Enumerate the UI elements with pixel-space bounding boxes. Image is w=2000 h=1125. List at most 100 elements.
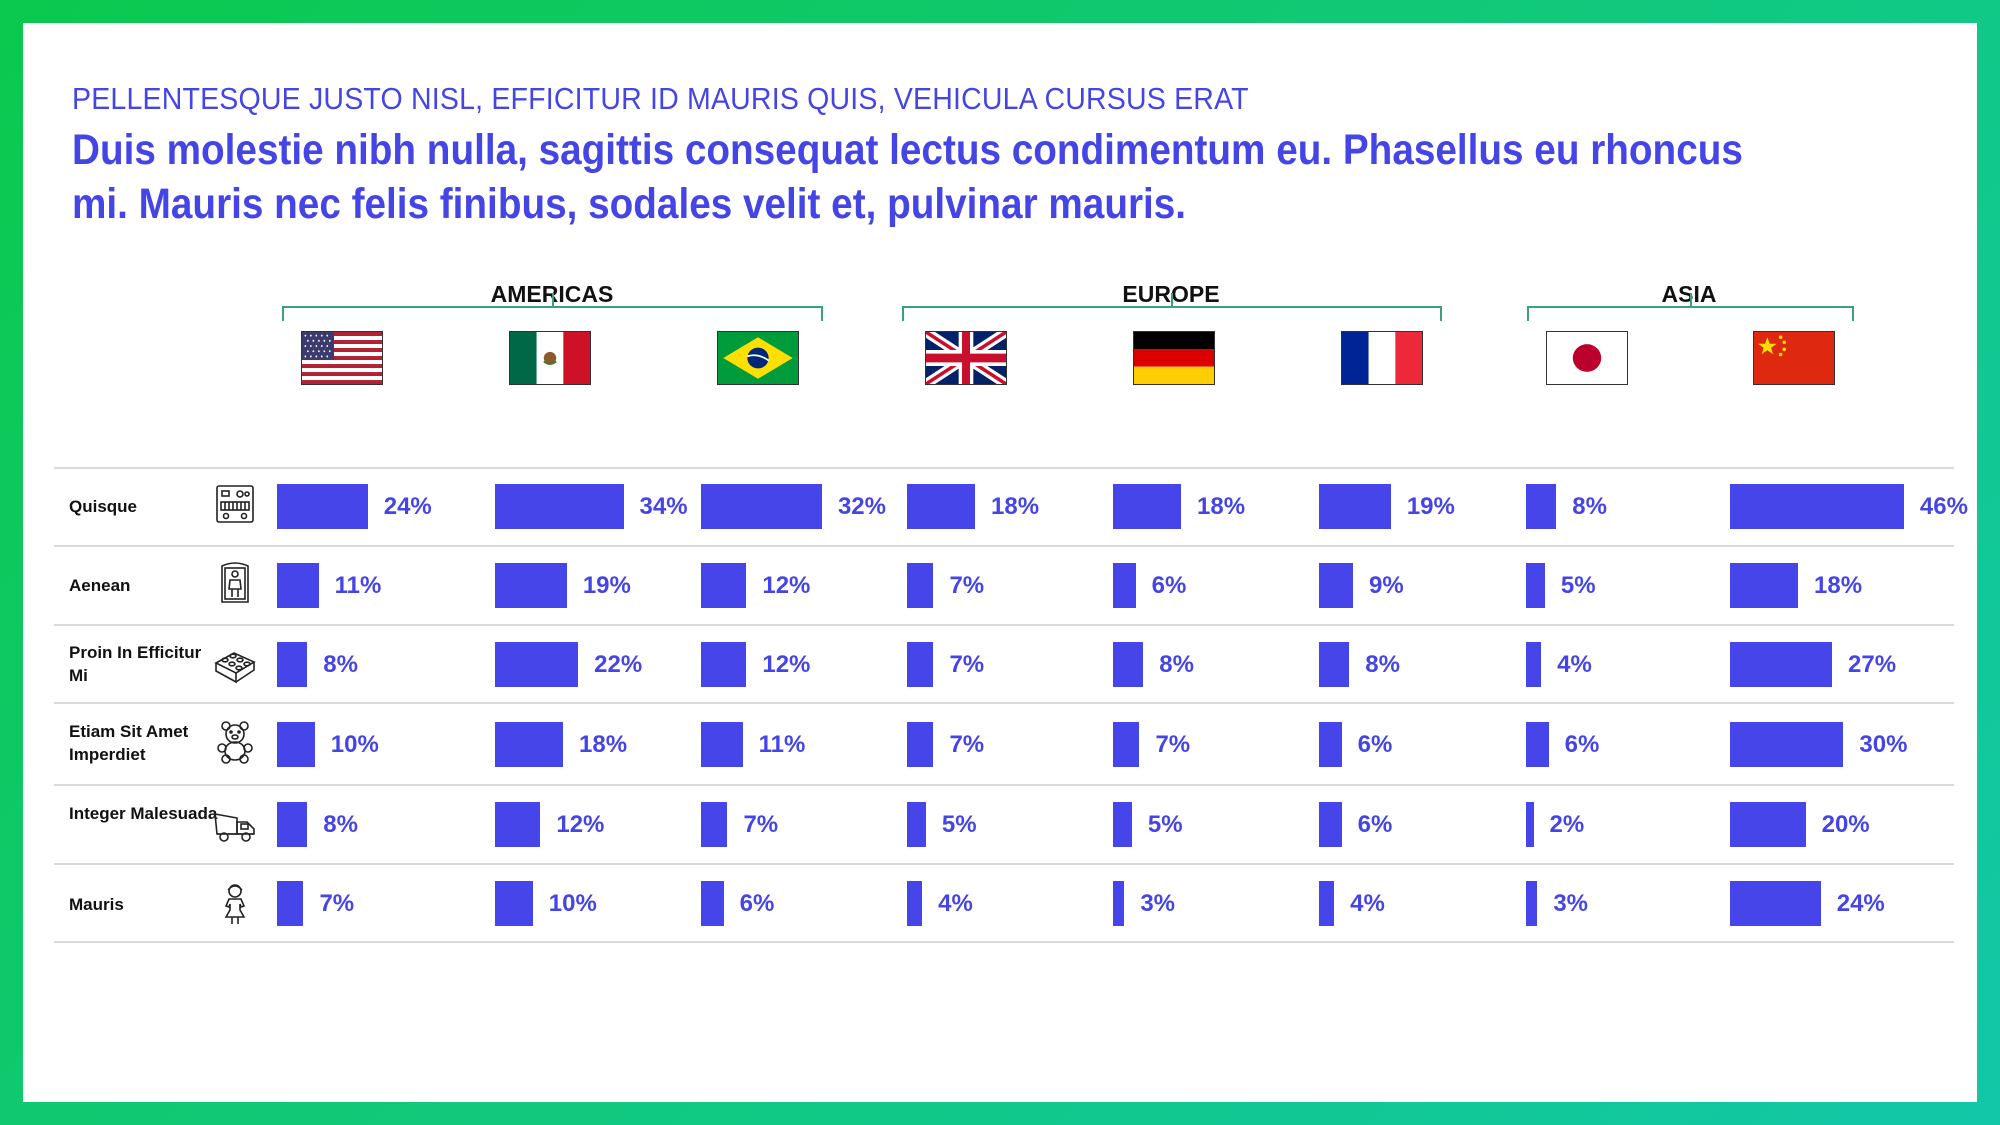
bar [701, 642, 747, 687]
chart-card: PELLENTESQUE JUSTO NISL, EFFICITUR ID MA… [23, 23, 1977, 1102]
row-separator [54, 863, 1954, 865]
value-label: 27% [1848, 651, 1897, 678]
building-brick-icon [213, 641, 257, 685]
value-label: 5% [1147, 811, 1183, 838]
region-europe-bracket [902, 293, 1442, 321]
bar [277, 722, 315, 767]
bar [1730, 722, 1844, 767]
value-label: 8% [1365, 651, 1400, 678]
bar [907, 563, 934, 608]
row-separator [54, 545, 1954, 547]
row-separator [54, 467, 1954, 469]
row-label: Quisque [69, 497, 138, 516]
value-label: 24% [1836, 890, 1885, 917]
china-flag [1753, 331, 1835, 385]
value-label: 34% [639, 493, 688, 520]
bar [1319, 484, 1391, 529]
value-label: 20% [1821, 811, 1870, 838]
bar [907, 484, 976, 529]
bar [1526, 563, 1545, 608]
bar [1526, 722, 1549, 767]
bar [495, 563, 567, 608]
value-label: 6% [1357, 731, 1393, 758]
value-label: 10% [330, 731, 379, 758]
value-label: 4% [1557, 651, 1592, 678]
bar [701, 722, 743, 767]
value-label: 7% [1155, 731, 1191, 758]
value-label: 6% [1564, 731, 1600, 758]
value-label: 12% [762, 572, 811, 599]
bar [277, 881, 304, 926]
value-label: 19% [1406, 493, 1455, 520]
bar [495, 642, 579, 687]
bar [1113, 722, 1140, 767]
value-label: 7% [319, 890, 355, 917]
value-label: 8% [323, 811, 358, 838]
bar [907, 722, 934, 767]
value-label: 3% [1553, 890, 1589, 917]
bar [1526, 881, 1538, 926]
value-label: 9% [1369, 572, 1404, 599]
toy-truck-icon [213, 802, 257, 846]
bar [1526, 484, 1557, 529]
value-label: 11% [758, 731, 806, 758]
value-label: 12% [556, 811, 605, 838]
value-label: 19% [582, 572, 631, 599]
bar [1319, 563, 1354, 608]
bar [277, 563, 319, 608]
bar [495, 722, 564, 767]
bar [1730, 563, 1799, 608]
value-label: 11% [334, 572, 382, 599]
row-label: Integer Malesuada [69, 804, 218, 823]
doll-box-icon [213, 560, 257, 604]
bar [907, 881, 923, 926]
doll-icon [213, 882, 257, 926]
bar [1113, 484, 1182, 529]
value-label: 6% [1151, 572, 1187, 599]
region-americas-bracket [282, 293, 823, 321]
bar [1526, 642, 1542, 687]
toy-piano-icon [213, 482, 257, 526]
headline: Duis molestie nibh nulla, sagittis conse… [72, 126, 1743, 228]
value-label: 6% [1357, 811, 1393, 838]
value-label: 6% [739, 890, 775, 917]
value-label: 5% [941, 811, 977, 838]
bar [495, 484, 624, 529]
value-label: 2% [1549, 811, 1585, 838]
value-label: 18% [1814, 572, 1863, 599]
value-label: 7% [949, 651, 985, 678]
bar [277, 642, 308, 687]
value-label: 18% [991, 493, 1040, 520]
value-label: 24% [383, 493, 432, 520]
bar [701, 881, 724, 926]
value-label: 22% [594, 651, 643, 678]
value-label: 4% [1350, 890, 1385, 917]
bar [907, 802, 926, 847]
value-label: 18% [579, 731, 628, 758]
bar [701, 802, 728, 847]
bar [277, 484, 368, 529]
bar [1319, 802, 1342, 847]
row-separator [54, 784, 1954, 786]
bar [1319, 722, 1342, 767]
region-asia-bracket [1527, 293, 1854, 321]
france-flag [1341, 331, 1423, 385]
value-label: 32% [837, 493, 886, 520]
value-label: 5% [1560, 572, 1596, 599]
japan-flag [1546, 331, 1628, 385]
value-label: 8% [1159, 651, 1194, 678]
bar [1319, 881, 1335, 926]
row-separator [54, 941, 1954, 943]
bar [1730, 484, 1904, 529]
bar [1113, 642, 1144, 687]
bar [1319, 642, 1350, 687]
brazil-flag [717, 331, 799, 385]
row-label: Aenean [69, 576, 131, 595]
value-label: 7% [949, 572, 985, 599]
bar [701, 484, 822, 529]
row-separator [54, 702, 1954, 704]
region-asia-label: ASIA [1662, 281, 1717, 308]
value-label: 7% [743, 811, 779, 838]
teddy-bear-icon [213, 720, 257, 764]
value-label: 30% [1859, 731, 1908, 758]
